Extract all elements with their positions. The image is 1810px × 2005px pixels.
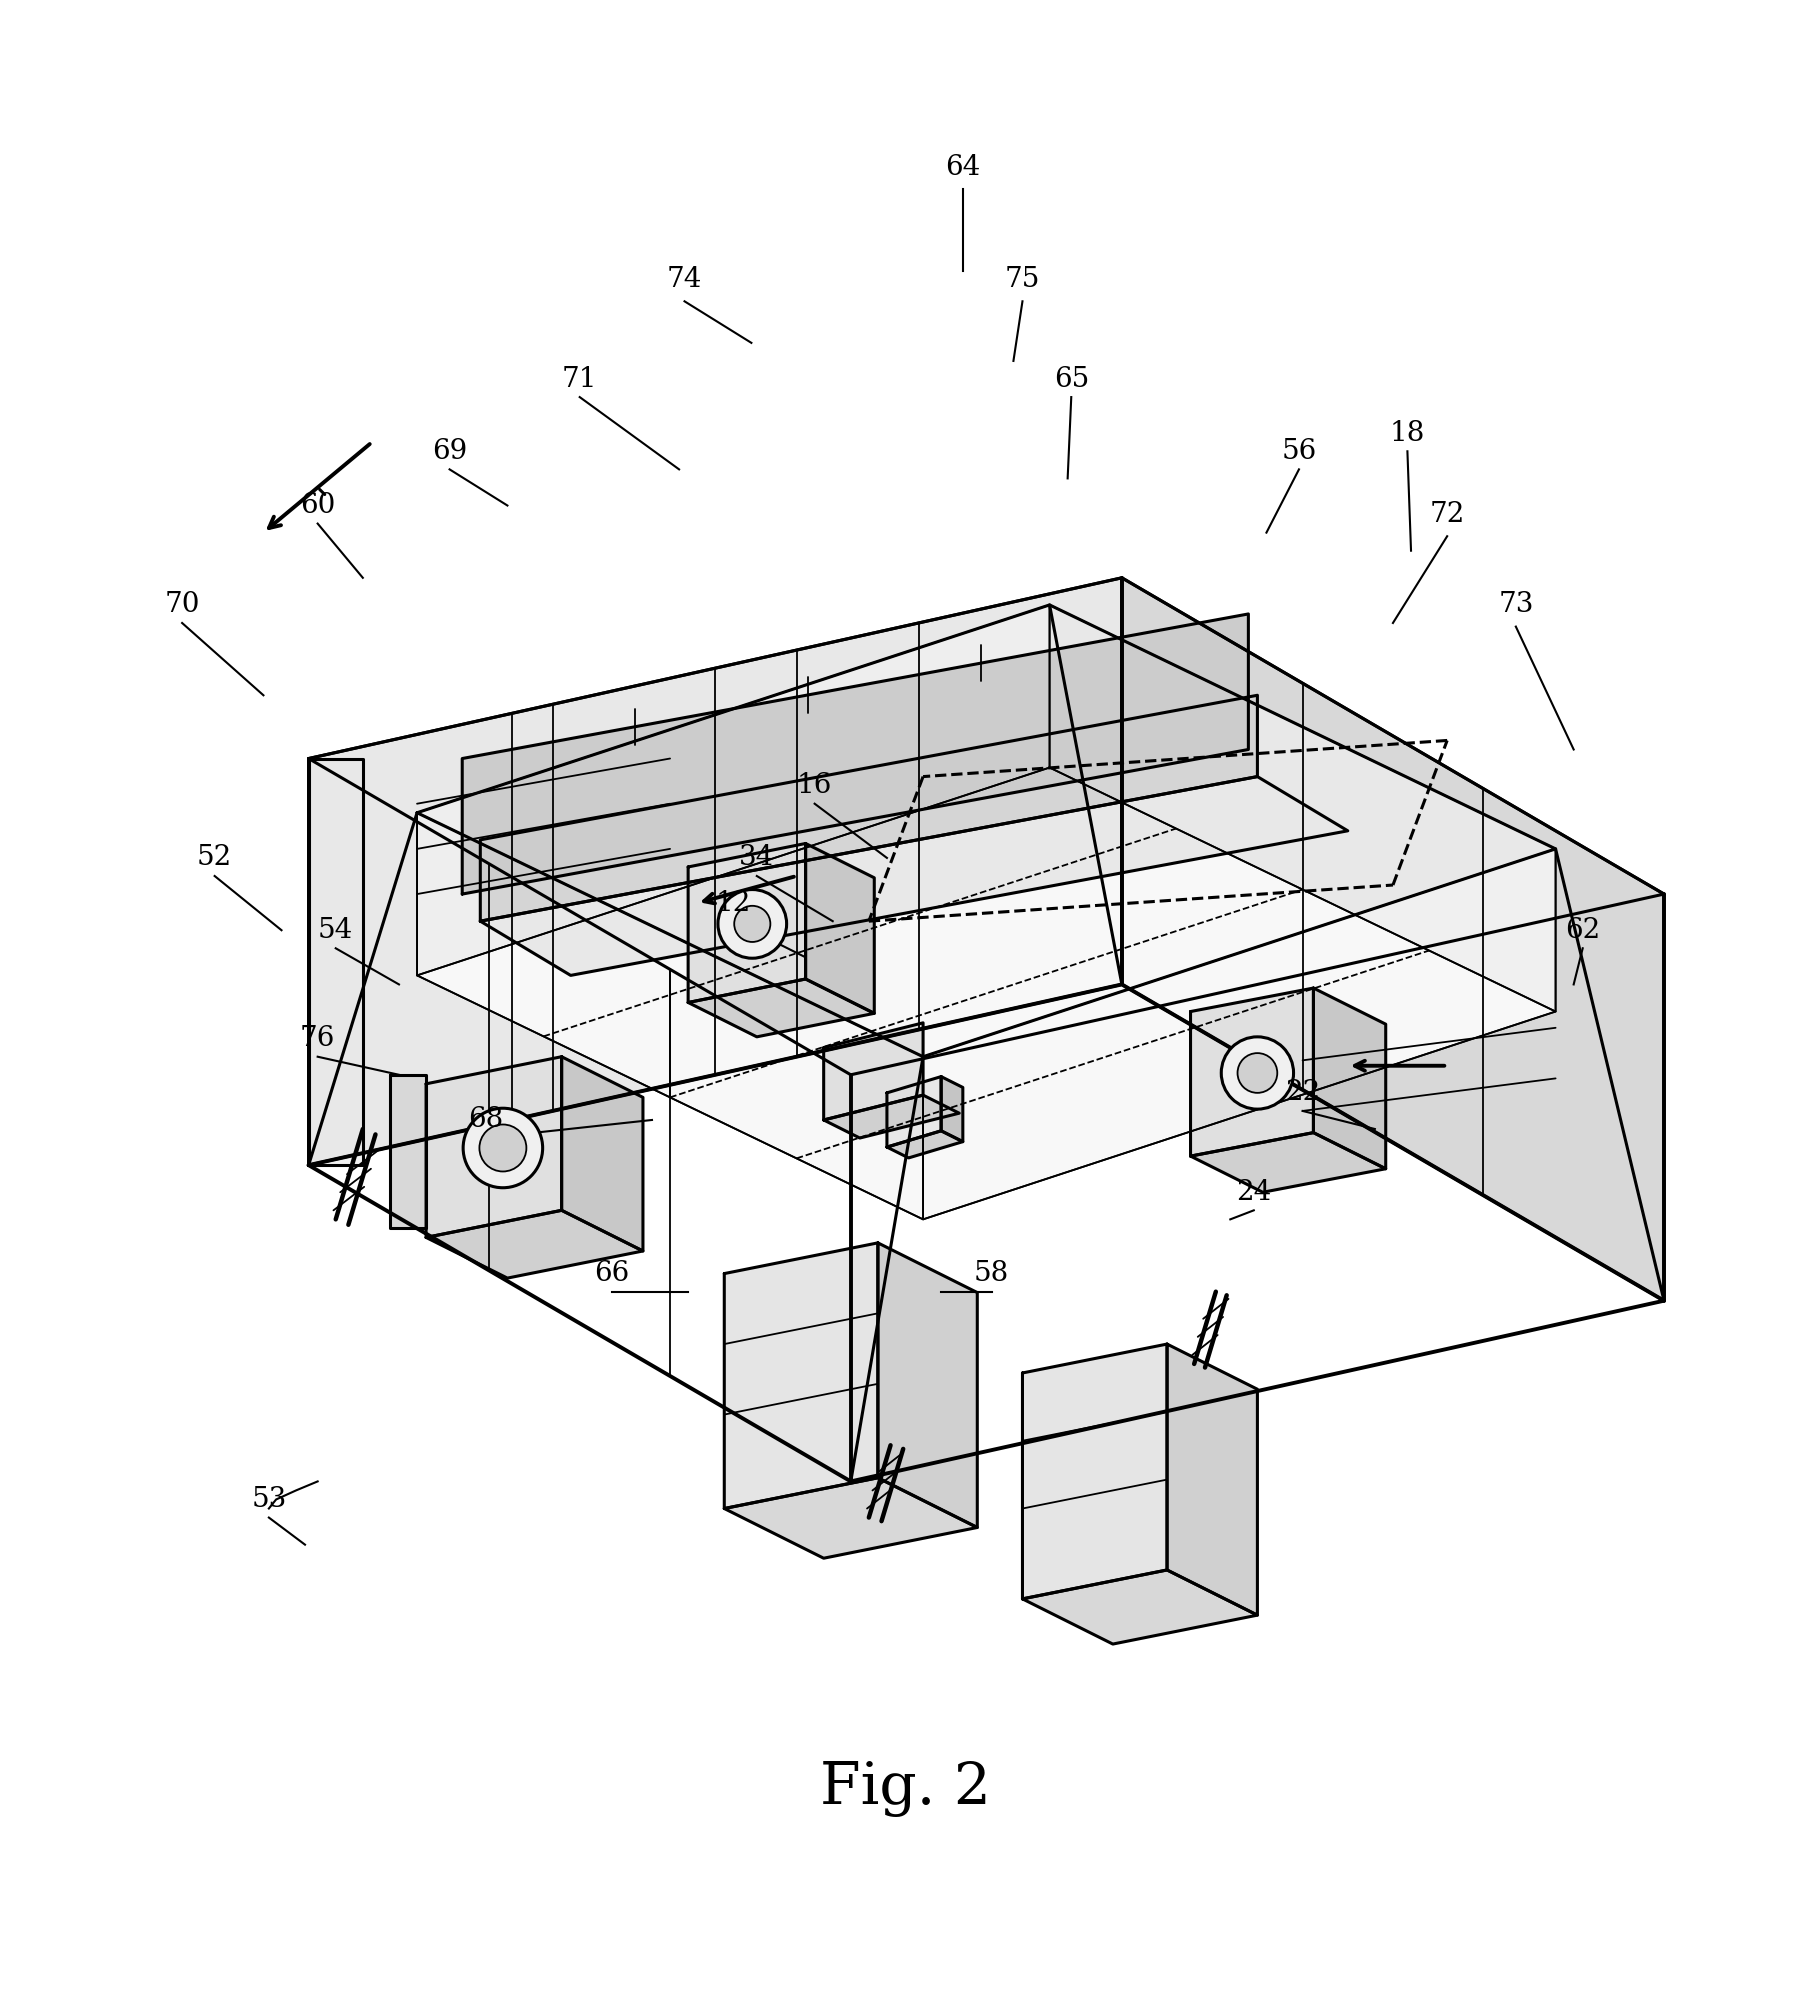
- Polygon shape: [887, 1131, 963, 1159]
- Circle shape: [463, 1109, 543, 1187]
- Polygon shape: [416, 606, 1050, 974]
- Polygon shape: [1314, 988, 1386, 1169]
- Text: 53: 53: [252, 1486, 286, 1514]
- Polygon shape: [1191, 988, 1314, 1157]
- Polygon shape: [1023, 1343, 1167, 1598]
- Text: 70: 70: [165, 591, 199, 618]
- Polygon shape: [887, 1077, 941, 1147]
- Circle shape: [1238, 1053, 1278, 1093]
- Circle shape: [1222, 1037, 1294, 1109]
- Polygon shape: [480, 696, 1258, 920]
- Text: 18: 18: [1390, 419, 1424, 447]
- Polygon shape: [805, 844, 874, 1013]
- Text: 62: 62: [1566, 916, 1600, 944]
- Text: 54: 54: [319, 916, 353, 944]
- Polygon shape: [310, 577, 1122, 1165]
- Text: 60: 60: [300, 491, 335, 519]
- Text: 12: 12: [715, 890, 751, 916]
- Polygon shape: [462, 614, 1249, 894]
- Text: 16: 16: [796, 772, 833, 800]
- Text: Fig. 2: Fig. 2: [820, 1760, 990, 1817]
- Polygon shape: [1167, 1343, 1258, 1616]
- Text: 52: 52: [197, 844, 232, 872]
- Polygon shape: [1191, 1133, 1386, 1193]
- Text: 65: 65: [1053, 365, 1090, 393]
- Polygon shape: [561, 1057, 643, 1251]
- Polygon shape: [416, 812, 923, 1219]
- Text: 76: 76: [300, 1025, 335, 1053]
- Polygon shape: [688, 844, 805, 1002]
- Text: 74: 74: [666, 267, 702, 293]
- Polygon shape: [724, 1478, 977, 1558]
- Text: 66: 66: [595, 1259, 630, 1287]
- Text: 56: 56: [1281, 437, 1316, 465]
- Text: 75: 75: [1005, 267, 1041, 293]
- Text: 73: 73: [1499, 591, 1533, 618]
- Polygon shape: [389, 1075, 425, 1229]
- Text: 64: 64: [945, 154, 981, 180]
- Text: 34: 34: [738, 844, 775, 872]
- Polygon shape: [425, 1057, 561, 1237]
- Polygon shape: [1122, 577, 1663, 1301]
- Text: 22: 22: [1285, 1079, 1319, 1107]
- Text: 68: 68: [469, 1107, 503, 1133]
- Polygon shape: [1050, 606, 1555, 1013]
- Polygon shape: [724, 1243, 878, 1508]
- Circle shape: [735, 906, 771, 942]
- Polygon shape: [923, 848, 1555, 1219]
- Polygon shape: [824, 1095, 959, 1139]
- Polygon shape: [1023, 1570, 1258, 1644]
- Polygon shape: [941, 1077, 963, 1141]
- Polygon shape: [824, 1023, 923, 1121]
- Text: 71: 71: [561, 365, 597, 393]
- Polygon shape: [425, 1211, 643, 1277]
- Text: 72: 72: [1430, 501, 1464, 527]
- Polygon shape: [480, 776, 1348, 974]
- Text: 24: 24: [1236, 1179, 1271, 1205]
- Text: 69: 69: [433, 437, 467, 465]
- Circle shape: [719, 890, 787, 958]
- Polygon shape: [688, 978, 874, 1037]
- Polygon shape: [310, 758, 362, 1165]
- Text: 58: 58: [974, 1259, 1010, 1287]
- Polygon shape: [878, 1243, 977, 1528]
- Polygon shape: [416, 768, 1555, 1219]
- Circle shape: [480, 1125, 527, 1171]
